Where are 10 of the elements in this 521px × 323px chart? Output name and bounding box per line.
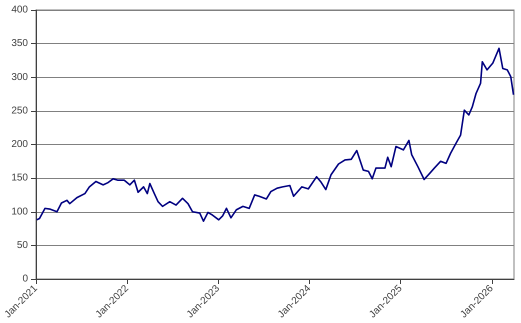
y-tick-label: 0 xyxy=(22,274,28,284)
y-tick-label: 250 xyxy=(11,105,28,116)
y-tick-label: 350 xyxy=(11,38,28,50)
line-series xyxy=(36,48,514,222)
y-tick-label: 300 xyxy=(11,72,28,83)
y-tick-label: 200 xyxy=(11,139,28,150)
y-tick-label: 150 xyxy=(11,172,28,184)
y-tick-label: 50 xyxy=(16,240,28,251)
y-tick-label: 400 xyxy=(11,4,28,16)
y-tick-label: 100 xyxy=(11,206,28,218)
